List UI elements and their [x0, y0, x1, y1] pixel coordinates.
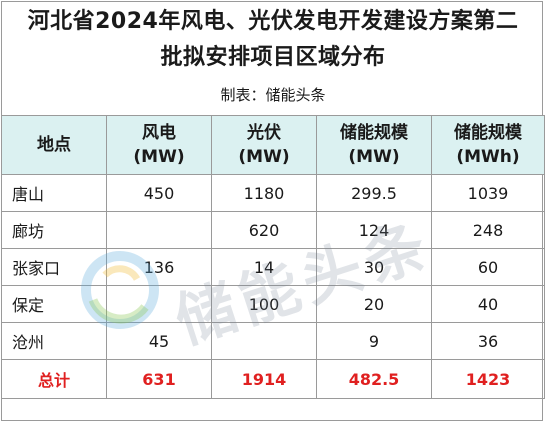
cell-storage-mwh: 1039 — [431, 174, 545, 212]
header-solar-unit: (MW) — [238, 147, 290, 167]
table-row: 唐山 450 1180 299.5 1039 — [1, 174, 545, 212]
cell-wind — [106, 211, 212, 249]
table-row: 沧州 45 9 36 — [1, 322, 545, 360]
cell-wind: 45 — [106, 322, 212, 360]
cell-solar: 100 — [211, 285, 317, 323]
header-location-label: 地点 — [37, 135, 71, 155]
total-wind: 631 — [106, 359, 212, 399]
header-storage-mwh-unit: (MWh) — [456, 147, 520, 167]
table-row: 张家口 136 14 30 60 — [1, 248, 545, 286]
cell-storage-mw: 30 — [316, 248, 432, 286]
header-storage-mwh: 储能规模 (MWh) — [431, 115, 545, 175]
header-wind-unit: (MW) — [133, 147, 185, 167]
header-storage-mw: 储能规模 (MW) — [316, 115, 432, 175]
header-solar-label: 光伏 — [247, 123, 281, 143]
table-row: 廊坊 620 124 248 — [1, 211, 545, 249]
cell-location: 唐山 — [1, 174, 107, 212]
total-storage-mw: 482.5 — [316, 359, 432, 399]
project-distribution-table: 地点 风电 (MW) 光伏 (MW) 储能规模 (MW) 储能规模 (MWh) 唐山 4… — [1, 115, 545, 399]
header-wind-label: 风电 — [142, 123, 176, 143]
cell-location: 廊坊 — [1, 211, 107, 249]
header-storage-mwh-label: 储能规模 — [454, 123, 522, 143]
cell-solar — [211, 322, 317, 360]
page-title: 河北省2024年风电、光伏发电开发建设方案第二 批拟安排项目区域分布 — [0, 4, 546, 76]
cell-wind: 136 — [106, 248, 212, 286]
cell-storage-mwh: 248 — [431, 211, 545, 249]
cell-wind — [106, 285, 212, 323]
cell-location: 张家口 — [1, 248, 107, 286]
cell-storage-mw: 9 — [316, 322, 432, 360]
header-wind: 风电 (MW) — [106, 115, 212, 175]
table-row: 保定 100 20 40 — [1, 285, 545, 323]
total-label: 总计 — [1, 359, 107, 399]
header-storage-mw-label: 储能规模 — [340, 123, 408, 143]
table-maker-credit: 制表：储能头条 — [220, 86, 326, 104]
cell-storage-mw: 20 — [316, 285, 432, 323]
title-line-1: 河北省2024年风电、光伏发电开发建设方案第二 — [27, 9, 519, 34]
cell-location: 沧州 — [1, 322, 107, 360]
cell-solar: 620 — [211, 211, 317, 249]
header-storage-mw-unit: (MW) — [348, 147, 400, 167]
cell-wind: 450 — [106, 174, 212, 212]
header-location: 地点 — [1, 115, 107, 175]
cell-storage-mwh: 60 — [431, 248, 545, 286]
cell-solar: 14 — [211, 248, 317, 286]
total-solar: 1914 — [211, 359, 317, 399]
cell-solar: 1180 — [211, 174, 317, 212]
cell-storage-mwh: 36 — [431, 322, 545, 360]
cell-storage-mw: 124 — [316, 211, 432, 249]
cell-location: 保定 — [1, 285, 107, 323]
cell-storage-mw: 299.5 — [316, 174, 432, 212]
header-row: 地点 风电 (MW) 光伏 (MW) 储能规模 (MW) 储能规模 (MWh) — [1, 115, 545, 175]
header-solar: 光伏 (MW) — [211, 115, 317, 175]
total-row: 总计 631 1914 482.5 1423 — [1, 359, 545, 399]
total-storage-mwh: 1423 — [431, 359, 545, 399]
title-line-2: 批拟安排项目区域分布 — [160, 45, 386, 70]
cell-storage-mwh: 40 — [431, 285, 545, 323]
